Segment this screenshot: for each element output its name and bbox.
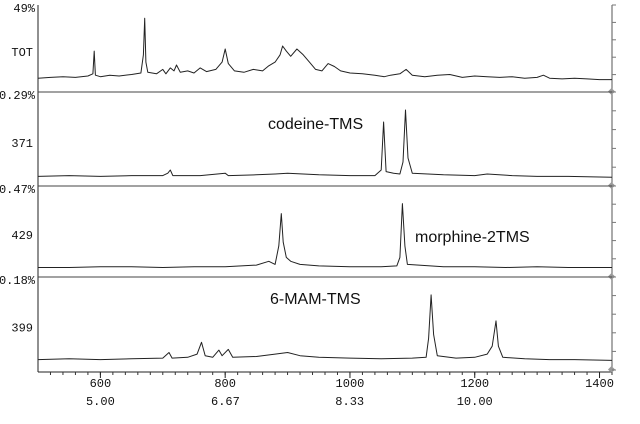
trace [37, 109, 613, 178]
ion-label: 429 [11, 229, 33, 243]
scale-label: 0.18% [0, 274, 36, 288]
x-tick-label: 1000 [336, 377, 365, 391]
x-tick-label: 1400 [585, 377, 614, 391]
peak-label: 6-MAM-TMS [270, 291, 361, 308]
trace [38, 203, 612, 268]
peak-label: morphine-2TMS [415, 229, 530, 246]
panel-marker [607, 365, 616, 374]
x2-tick-label: 5.00 [86, 395, 115, 409]
peak-label: codeine-TMS [268, 116, 363, 133]
x2-tick-label: 8.33 [335, 395, 364, 409]
x2-tick-label: 10.00 [457, 395, 493, 409]
scale-label: 0.29% [0, 89, 36, 103]
ion-label: 399 [11, 321, 33, 335]
scale-label: 49% [13, 2, 35, 16]
ion-label: 371 [11, 137, 33, 151]
x-tick-label: 1200 [460, 377, 489, 391]
x2-tick-label: 6.67 [211, 395, 240, 409]
x-tick-label: 800 [214, 377, 236, 391]
trace [37, 17, 612, 81]
ion-label: TOT [11, 46, 33, 60]
x-tick-label: 600 [90, 377, 112, 391]
trace [37, 294, 613, 361]
scale-label: 0.47% [0, 183, 36, 197]
